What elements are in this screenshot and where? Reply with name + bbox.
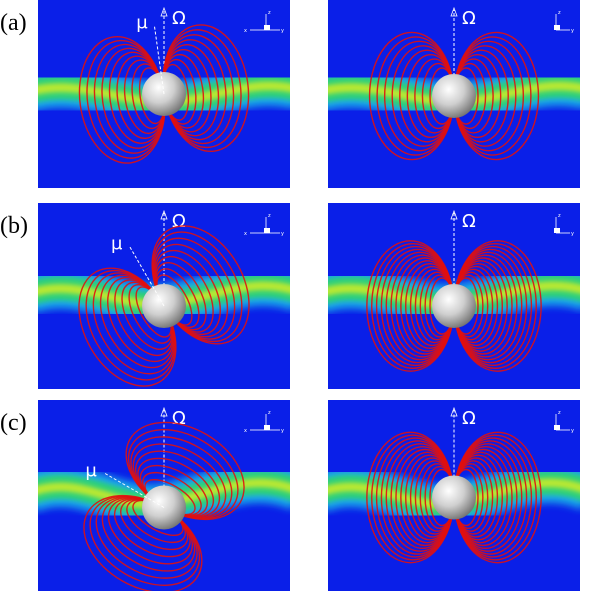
triad-label: y [571, 231, 574, 237]
omega-label: Ω [172, 408, 186, 429]
triad-box [554, 25, 560, 30]
row-label: (c) [0, 410, 27, 436]
triad-box [264, 425, 270, 430]
panel-content: Ωμ z x y [38, 203, 290, 389]
triad-label: z [268, 213, 271, 219]
mu-label: μ [111, 233, 123, 254]
mu-axis [128, 245, 165, 307]
triad-box [264, 25, 270, 30]
triad-label: y [281, 231, 284, 237]
omega-label: Ω [462, 211, 476, 232]
panel: Ωμ z x y [38, 400, 290, 591]
triad-label: x [244, 28, 247, 34]
mu-label: μ [136, 13, 148, 34]
star [432, 74, 476, 118]
mu-label: μ [85, 461, 97, 482]
omega-label: Ω [172, 211, 186, 232]
omega-arrowhead [160, 209, 168, 220]
mu-axis [153, 24, 165, 95]
triad-label: x [244, 428, 247, 434]
triad-box [554, 425, 560, 430]
omega-arrowhead [160, 406, 168, 417]
triad-box [554, 228, 560, 233]
omega-label: Ω [172, 8, 186, 29]
triad-box [264, 228, 270, 233]
row-label: (a) [0, 10, 27, 36]
omega-label: Ω [462, 408, 476, 429]
triad-label: x [244, 231, 247, 237]
omega-arrowhead [450, 209, 458, 220]
triad-label: y [281, 28, 284, 34]
triad-label: z [558, 213, 561, 219]
panel: Ωμ z x y [38, 203, 290, 389]
panel-content: Ωμ z x y [38, 400, 290, 591]
star [432, 284, 476, 328]
triad-label: y [281, 428, 284, 434]
triad-label: z [558, 410, 561, 416]
triad-label: z [268, 10, 271, 16]
panel-content: Ωμ z x y [38, 0, 290, 188]
panel: Ωμ z x y [38, 0, 290, 188]
triad-label: z [268, 410, 271, 416]
star [432, 475, 476, 520]
omega-arrowhead [450, 6, 458, 17]
triad-label: y [571, 28, 574, 34]
row-label: (b) [0, 213, 28, 239]
triad-label: y [571, 428, 574, 434]
omega-arrowhead [160, 6, 168, 17]
omega-label: Ω [462, 8, 476, 29]
mu-axis [103, 472, 165, 508]
omega-arrowhead [450, 406, 458, 417]
triad-label: z [558, 10, 561, 16]
